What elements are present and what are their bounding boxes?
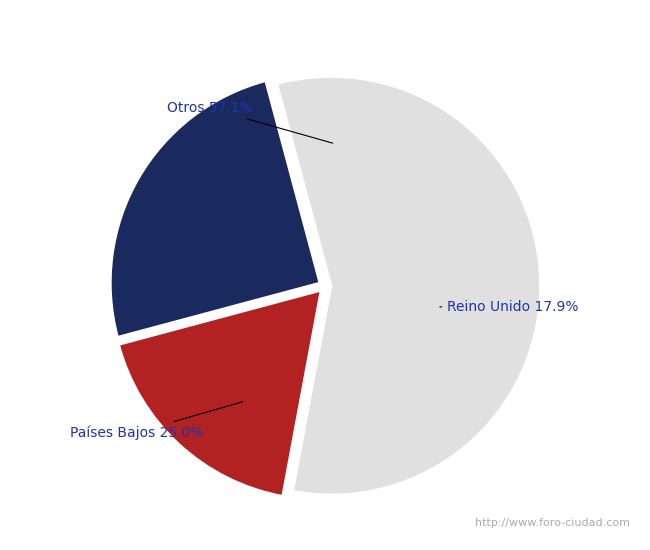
Text: http://www.foro-ciudad.com: http://www.foro-ciudad.com [476, 518, 630, 528]
Text: Países Bajos 25.0%: Países Bajos 25.0% [70, 402, 243, 439]
Text: El Borge - Turistas extranjeros según país - Abril de 2024: El Borge - Turistas extranjeros según pa… [107, 16, 543, 33]
Wedge shape [277, 77, 540, 494]
Wedge shape [111, 81, 320, 337]
Wedge shape [119, 290, 320, 496]
Text: Reino Unido 17.9%: Reino Unido 17.9% [440, 300, 578, 314]
Text: Otros 57.1%: Otros 57.1% [167, 101, 333, 143]
